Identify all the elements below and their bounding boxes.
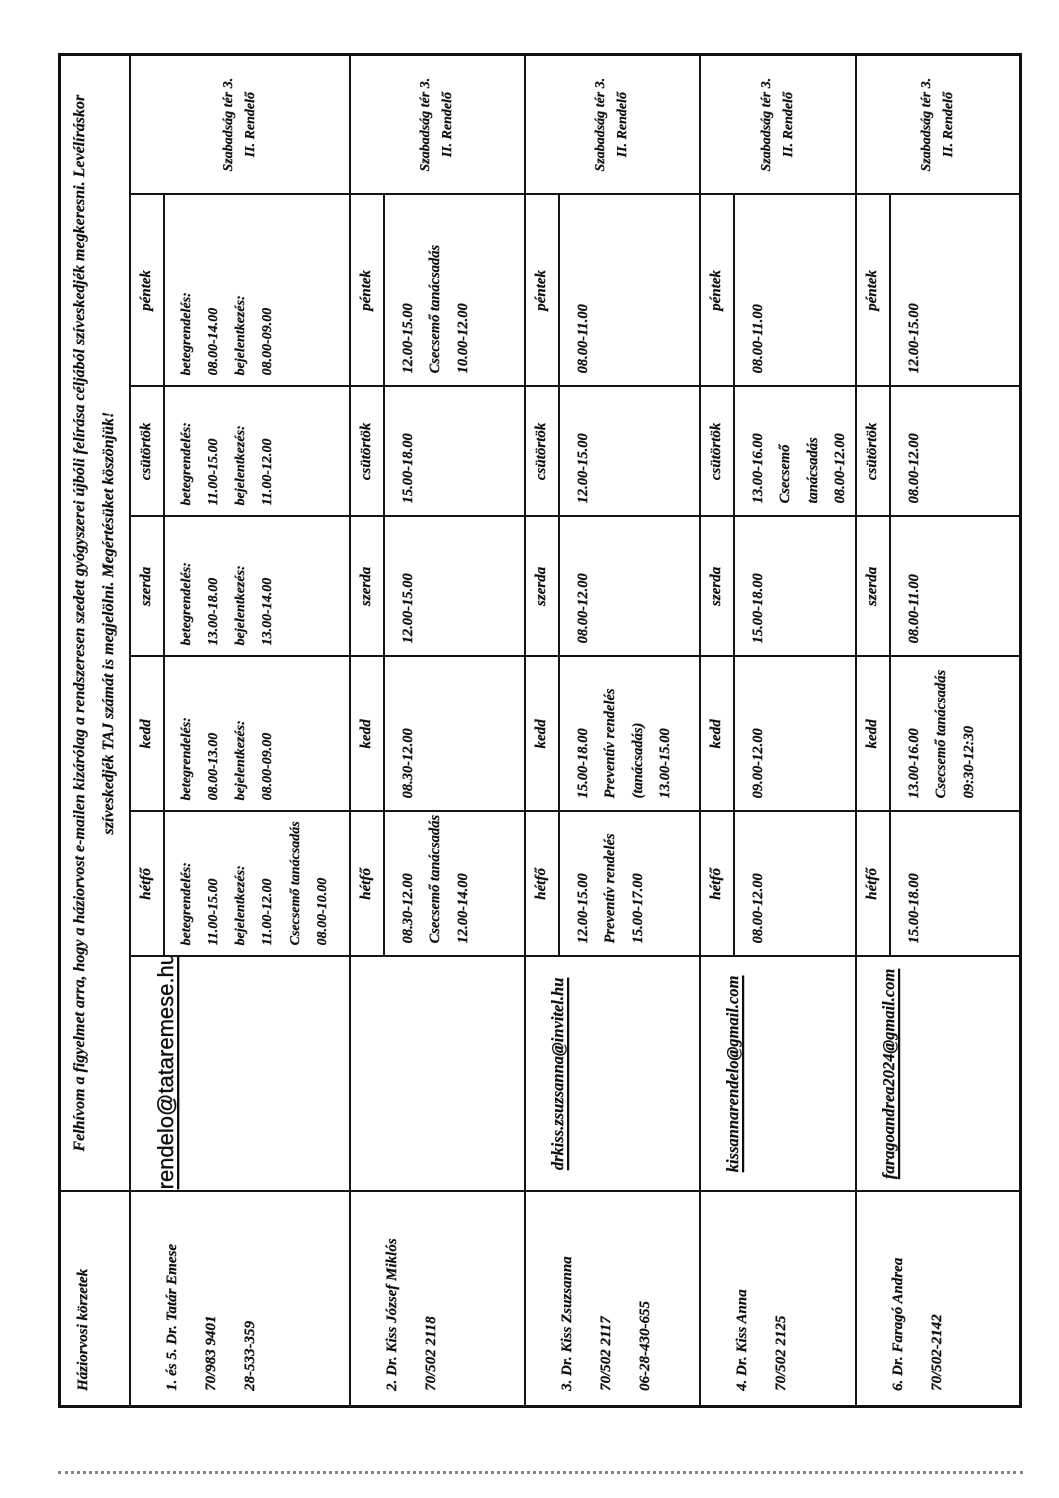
schedule-monday: 08.30-12.00 Csecsemő tanácsadás 12.00-14…: [383, 811, 525, 957]
schedule-friday: 08.00-11.00: [733, 194, 856, 387]
day-header-tuesday: kedd: [129, 656, 164, 812]
day-header-monday: hétfő: [699, 811, 734, 957]
schedule-thursday: 12.00-15.00: [558, 386, 700, 517]
day-header-tuesday: kedd: [699, 656, 734, 812]
schedule-tuesday: 08.30-12.00: [383, 656, 525, 812]
schedule-wednesday: 08.00-11.00: [889, 516, 1021, 657]
schedule-wednesday: 15.00-18.00: [733, 516, 856, 657]
schedule-wednesday: betegrendelés: 13.00-18.00 bejelentkezés…: [163, 516, 350, 657]
corner-header-districts: Háziorvosi körzetek: [59, 1191, 130, 1407]
schedule-wednesday: 12.00-15.00: [383, 516, 525, 657]
schedule-thursday: 15.00-18.00: [383, 386, 525, 517]
schedule-tuesday: betegrendelés: 08.00-13.00 bejelentkezés…: [163, 656, 350, 812]
day-header-wednesday: szerda: [349, 516, 384, 657]
schedule-thursday: betegrendelés: 11.00-15.00 bejelentkezés…: [163, 386, 350, 517]
location-cell: Szabadság tér 3. II. Rendelő: [524, 54, 700, 195]
location-cell: Szabadság tér 3. II. Rendelő: [349, 54, 525, 195]
day-header-thursday: csütörtök: [524, 386, 559, 517]
email-cell: drkiss.zsuzsanna@invitel.hu: [524, 956, 700, 1192]
day-header-friday: péntek: [524, 194, 559, 387]
location-cell: Szabadság tér 3. II. Rendelő: [129, 54, 350, 195]
email-cell: faragoandrea2024@gmail.com: [855, 956, 1021, 1192]
day-header-friday: péntek: [129, 194, 164, 387]
doctor-cell: 2. Dr. Kiss József Miklós 70/502 2118: [349, 1191, 525, 1407]
day-header-thursday: csütörtök: [855, 386, 890, 517]
day-header-monday: hétfő: [349, 811, 384, 957]
schedule-monday: 08.00-12.00: [733, 811, 856, 957]
schedule-friday: betegrendelés: 08.00-14.00 bejelentkezés…: [163, 194, 350, 387]
schedule-tuesday: 15.00-18.00 Preventív rendelés (tanácsad…: [558, 656, 700, 812]
schedule-tuesday: 09.00-12.00: [733, 656, 856, 812]
day-header-friday: péntek: [855, 194, 890, 387]
day-header-thursday: csütörtök: [349, 386, 384, 517]
day-header-thursday: csütörtök: [699, 386, 734, 517]
schedule-monday: 15.00-18.00: [889, 811, 1021, 957]
scan-artifact-dotted-line: [58, 1471, 1023, 1474]
schedule-thursday: 08.00-12.00: [889, 386, 1021, 517]
schedule-friday: 12.00-15.00 Csecsemő tanácsadás 10.00-12…: [383, 194, 525, 387]
day-header-wednesday: szerda: [129, 516, 164, 657]
day-header-tuesday: kedd: [349, 656, 384, 812]
schedule-table: Háziorvosi körzetek Felhívom a figyelmet…: [58, 53, 1023, 1408]
email-cell: rendelo@tataremese.hu: [129, 956, 350, 1192]
schedule-monday: betegrendelés: 11.00-15.00 bejelentkezés…: [163, 811, 350, 957]
schedule-tuesday: 13.00-16.00 Csecsemő tanácsadás 09:30-12…: [889, 656, 1021, 812]
location-cell: Szabadság tér 3. II. Rendelő: [699, 54, 856, 195]
doctor-cell: 1. és 5. Dr. Tatár Emese 70/983 9401 28-…: [129, 1191, 350, 1407]
schedule-friday: 12.00-15.00: [889, 194, 1021, 387]
day-header-tuesday: kedd: [855, 656, 890, 812]
email-cell: [349, 956, 525, 1192]
schedule-friday: 08.00-11.00: [558, 194, 700, 387]
day-header-wednesday: szerda: [524, 516, 559, 657]
doctor-cell: 3. Dr. Kiss Zsuzsanna 70/502 2117 06-28-…: [524, 1191, 700, 1407]
day-header-tuesday: kedd: [524, 656, 559, 812]
notice-text: Felhívom a figyelmet arra, hogy a házior…: [59, 54, 130, 1192]
day-header-friday: péntek: [699, 194, 734, 387]
schedule-monday: 12.00-15.00 Preventív rendelés 15.00-17.…: [558, 811, 700, 957]
day-header-wednesday: szerda: [699, 516, 734, 657]
day-header-wednesday: szerda: [855, 516, 890, 657]
email-cell: kissannarendelo@gmail.com: [699, 956, 856, 1192]
email-address: kissannarendelo@gmail.com: [722, 975, 742, 1173]
schedule-wednesday: 08.00-12.00: [558, 516, 700, 657]
email-address: faragoandrea2024@gmail.com: [878, 968, 898, 1180]
doctor-cell: 4. Dr. Kiss Anna 70/502 2125: [699, 1191, 856, 1407]
day-header-monday: hétfő: [855, 811, 890, 957]
doctor-cell: 6. Dr. Faragó Andrea 70/502-2142: [855, 1191, 1021, 1407]
day-header-thursday: csütörtök: [129, 386, 164, 517]
day-header-monday: hétfő: [524, 811, 559, 957]
email-address: rendelo@tataremese.hu: [152, 956, 178, 1190]
schedule-thursday: 13.00-16.00 Csecsemő tanácsadás 08.00-12…: [733, 386, 856, 517]
day-header-friday: péntek: [349, 194, 384, 387]
email-address: drkiss.zsuzsanna@invitel.hu: [547, 977, 567, 1171]
day-header-monday: hétfő: [129, 811, 164, 957]
location-cell: Szabadság tér 3. II. Rendelő: [855, 54, 1021, 195]
